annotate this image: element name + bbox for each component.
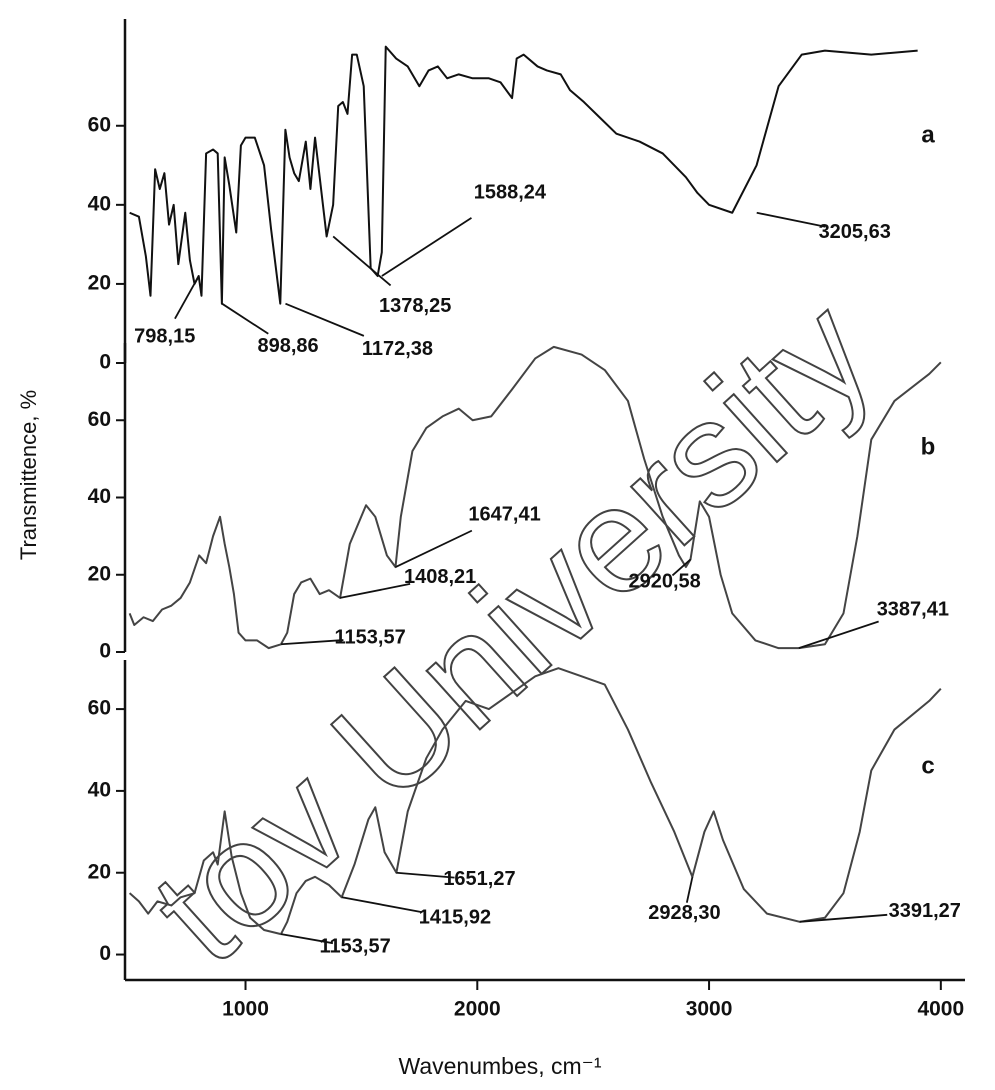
y-tick-label: 60 [88,408,111,431]
annotation-label: 3205,63 [819,221,891,243]
annotation-leader [281,639,344,646]
annotation-leader [280,933,334,945]
x-tick-label: 1000 [222,998,269,1021]
x-tick-label: 3000 [686,998,733,1021]
annotation-leader [798,620,879,649]
y-tick-label: 60 [88,697,111,720]
panel-label: b [921,433,936,460]
annotation-label: 3387,41 [877,598,949,620]
annotation-label: 1647,41 [468,503,540,525]
annotation-label: 1378,25 [379,295,451,317]
y-tick-label: 40 [88,485,111,508]
y-tick-label: 0 [99,640,111,663]
spectrum-line [129,45,918,305]
annotation-leader [285,302,365,337]
x-axis-label: Wavenumbes, cm⁻¹ [398,1053,601,1079]
annotation-leader [341,896,422,913]
annotation-leader [174,275,200,320]
annotation-leader [395,529,473,568]
panel-label: c [921,752,934,779]
annotation-leader [381,217,472,277]
x-tick-label: 4000 [917,998,964,1021]
annotation-label: 2928,30 [648,902,720,924]
annotation-label: 1651,27 [443,868,515,890]
annotation-label: 1408,21 [404,566,476,588]
y-tick-label: 20 [88,562,111,585]
y-tick-label: 60 [88,113,111,136]
annotation-label: 1415,92 [419,907,491,929]
annotation-leader [685,876,694,903]
annotation-leader [799,913,888,923]
annotation-label: 1588,24 [474,181,547,203]
spectrum-line [128,667,942,936]
annotation-label: 798,15 [134,325,195,347]
x-tick-label: 2000 [454,998,501,1021]
spectrum-line [128,345,942,650]
annotation-leader [339,583,411,599]
y-tick-label: 0 [99,942,111,965]
y-tick-label: 40 [88,192,111,215]
panel-label: a [921,121,935,148]
annotation-label: 3391,27 [889,900,961,922]
annotation-leader [396,871,455,879]
annotation-label: 2920,58 [628,571,700,593]
annotation-label: 1153,57 [320,935,391,957]
annotation-label: 898,86 [257,335,318,357]
y-tick-label: 20 [88,271,111,294]
y-tick-label: 40 [88,778,111,801]
annotation-leader [221,302,269,335]
annotation-leader [332,235,392,287]
annotation-label: 1153,57 [335,627,406,649]
y-axis-label: Transmittence, % [16,390,41,560]
annotation-leader [671,558,692,577]
annotation-leader [756,211,826,228]
y-tick-label: 0 [99,351,111,374]
annotation-label: 1172,38 [362,338,433,360]
y-tick-label: 20 [88,860,111,883]
